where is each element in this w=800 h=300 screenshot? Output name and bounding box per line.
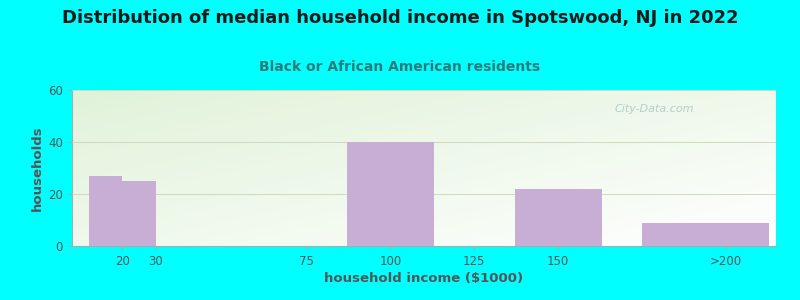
Text: Black or African American residents: Black or African American residents xyxy=(259,60,541,74)
Bar xyxy=(642,223,770,246)
Bar xyxy=(89,176,122,246)
X-axis label: household income ($1000): household income ($1000) xyxy=(325,272,523,285)
Bar xyxy=(347,142,434,246)
Text: City-Data.com: City-Data.com xyxy=(614,104,694,114)
Bar xyxy=(122,181,156,246)
Text: Distribution of median household income in Spotswood, NJ in 2022: Distribution of median household income … xyxy=(62,9,738,27)
Y-axis label: households: households xyxy=(31,125,44,211)
Bar xyxy=(514,189,602,246)
